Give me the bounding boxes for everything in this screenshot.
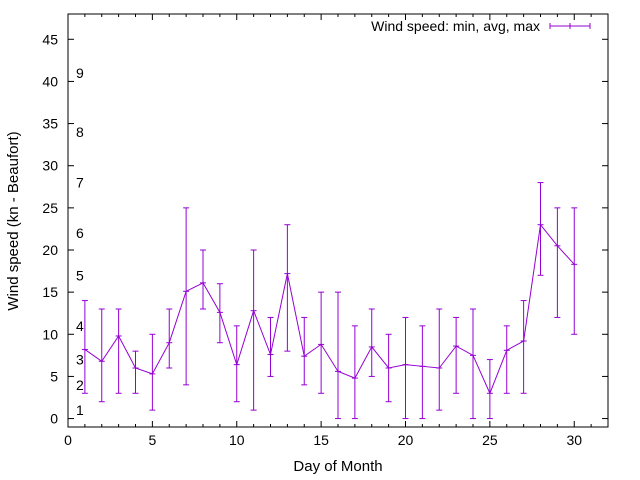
x-tick-label: 20 (398, 432, 414, 448)
y-tick-label: 0 (50, 411, 58, 427)
x-tick-label: 10 (229, 432, 245, 448)
legend-label: Wind speed: min, avg, max (371, 18, 540, 34)
series-layer (81, 182, 578, 420)
y-tick-label: 20 (42, 242, 58, 258)
beaufort-annotation: 6 (76, 225, 84, 241)
y-tick-label: 5 (50, 368, 58, 384)
beaufort-annotation: 3 (76, 352, 84, 368)
x-tick-label: 30 (566, 432, 582, 448)
y-tick-label: 35 (42, 116, 58, 132)
x-axis-label: Day of Month (293, 458, 382, 475)
beaufort-annotation: 2 (76, 377, 84, 393)
y-tick-label: 10 (42, 326, 58, 342)
beaufort-annotation: 8 (76, 124, 84, 140)
y-tick-label: 15 (42, 284, 58, 300)
y-tick-label: 30 (42, 158, 58, 174)
y-tick-label: 40 (42, 73, 58, 89)
x-tick-label: 15 (313, 432, 329, 448)
y-tick-label: 45 (42, 31, 58, 47)
series-line (84, 223, 575, 395)
x-tick-label: 5 (148, 432, 156, 448)
beaufort-annotation: 5 (76, 267, 84, 283)
y-tick-label: 25 (42, 200, 58, 216)
y-axis-label: Wind speed (kn - Beaufort) (5, 131, 22, 310)
beaufort-annotation: 7 (76, 175, 84, 191)
beaufort-annotations: 1 2 3 4 5 6 7 8 9 (76, 65, 84, 418)
beaufort-annotation: 9 (76, 65, 84, 81)
beaufort-annotation: 1 (76, 402, 84, 418)
legend: Wind speed: min, avg, max (371, 18, 591, 34)
x-tick-label: 0 (64, 432, 72, 448)
beaufort-annotation: 4 (76, 318, 84, 334)
x-tick-label: 25 (482, 432, 498, 448)
